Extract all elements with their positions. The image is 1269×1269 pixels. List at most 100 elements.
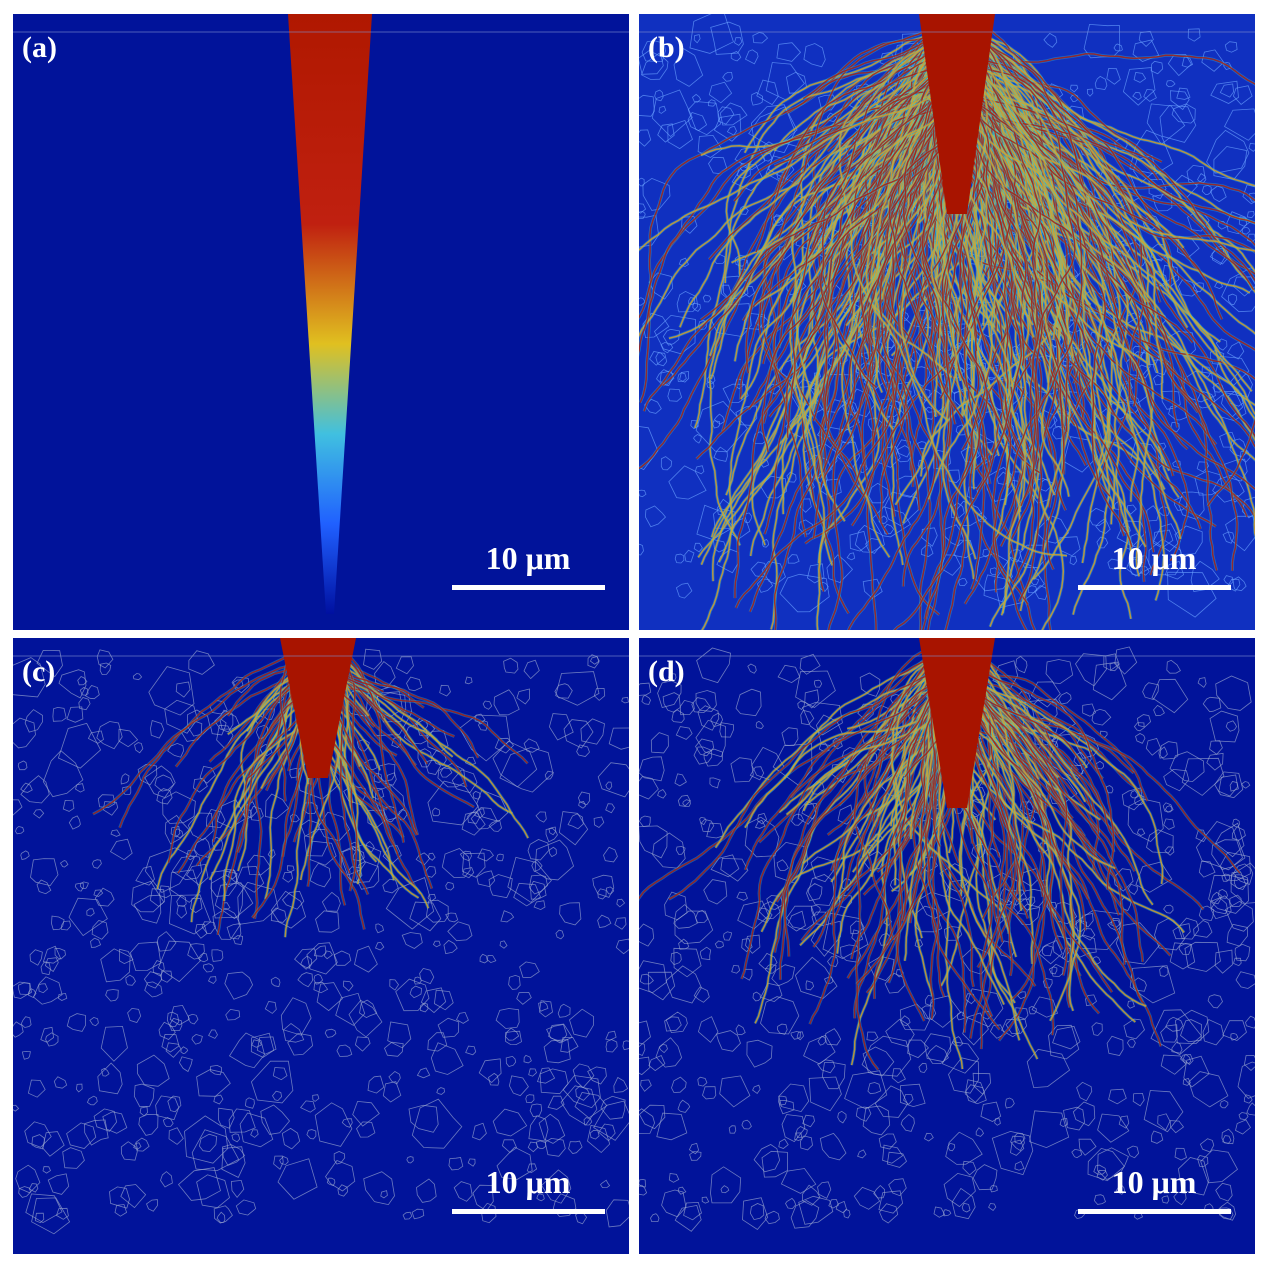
grain [178,1056,193,1073]
grain [605,1199,629,1228]
grain [639,210,646,219]
grain [114,1204,128,1217]
grain [650,732,669,754]
grain [436,1087,445,1095]
grain [1008,549,1021,563]
grain [213,1094,224,1105]
grain [1225,720,1237,732]
grain [20,850,30,860]
grain [282,1022,305,1043]
grain [563,719,594,749]
grain [513,882,541,907]
grain [709,777,721,789]
grain [385,877,435,930]
grain [433,989,454,1011]
grain [1103,344,1113,353]
grain [133,894,162,924]
branch [978,51,1044,507]
grain [249,805,264,821]
branch [662,70,959,386]
grain [402,1211,413,1220]
grain [461,852,486,878]
grain [664,1016,682,1032]
grain [313,973,324,985]
grain [66,706,84,723]
grain [874,1085,908,1118]
grain [1071,1148,1083,1159]
grain [29,949,43,966]
grain [943,1172,976,1208]
grain [413,976,422,985]
grain [900,1113,915,1132]
grain [1028,1005,1037,1015]
grain [719,1075,751,1108]
grain [523,659,540,680]
grain [693,434,702,444]
grain [156,788,173,805]
grain [652,832,686,869]
grain [214,882,254,920]
branch [970,25,1076,480]
grain [530,880,547,900]
grain [953,539,975,559]
grain [750,104,796,154]
grain [1209,740,1223,755]
grain [191,1033,203,1045]
grain [752,1084,761,1094]
scale-bar-label: 10 μm [1112,1164,1197,1200]
grain [695,690,717,712]
branch [922,83,1017,630]
grain [710,21,744,55]
branch [971,61,1255,252]
grain [177,1167,221,1201]
grain [86,1095,98,1106]
grain [538,1001,549,1012]
grain [728,1125,737,1134]
grain [97,1062,123,1095]
grain [432,807,441,817]
grain [660,456,673,471]
grain [356,861,380,890]
grain [387,1021,412,1049]
grain [674,1204,702,1232]
grain [218,1107,235,1129]
grain [568,1140,583,1154]
grain [697,1016,719,1043]
grain [639,682,652,696]
grain [677,372,687,382]
grain [559,902,582,926]
grain [853,1186,881,1210]
grain [578,801,587,809]
grain [1051,963,1064,977]
grain [697,1076,708,1087]
grain [211,949,224,962]
grain [1169,1120,1185,1134]
grain [538,1113,566,1144]
grain [918,1062,928,1074]
grain [716,548,739,574]
grain [1248,142,1255,152]
grain [1209,350,1225,365]
grain [1211,839,1246,870]
grain [1017,991,1026,1000]
grain [465,1045,477,1056]
grain [639,94,655,117]
panel-c: (c) 10 μm [13,638,629,1254]
grain [682,799,691,807]
grain [527,839,550,861]
grain [699,946,712,961]
grain [227,870,238,880]
grain [810,920,841,957]
grain [756,578,774,593]
grain [1108,1088,1127,1105]
grain [363,1171,395,1206]
grain [639,297,646,306]
grain [696,647,732,684]
grain [89,1016,99,1027]
branch [639,40,948,403]
grain [431,750,447,766]
grain [136,1054,170,1087]
grain [1092,661,1127,701]
grain [1014,1160,1025,1171]
grain [671,1076,687,1093]
